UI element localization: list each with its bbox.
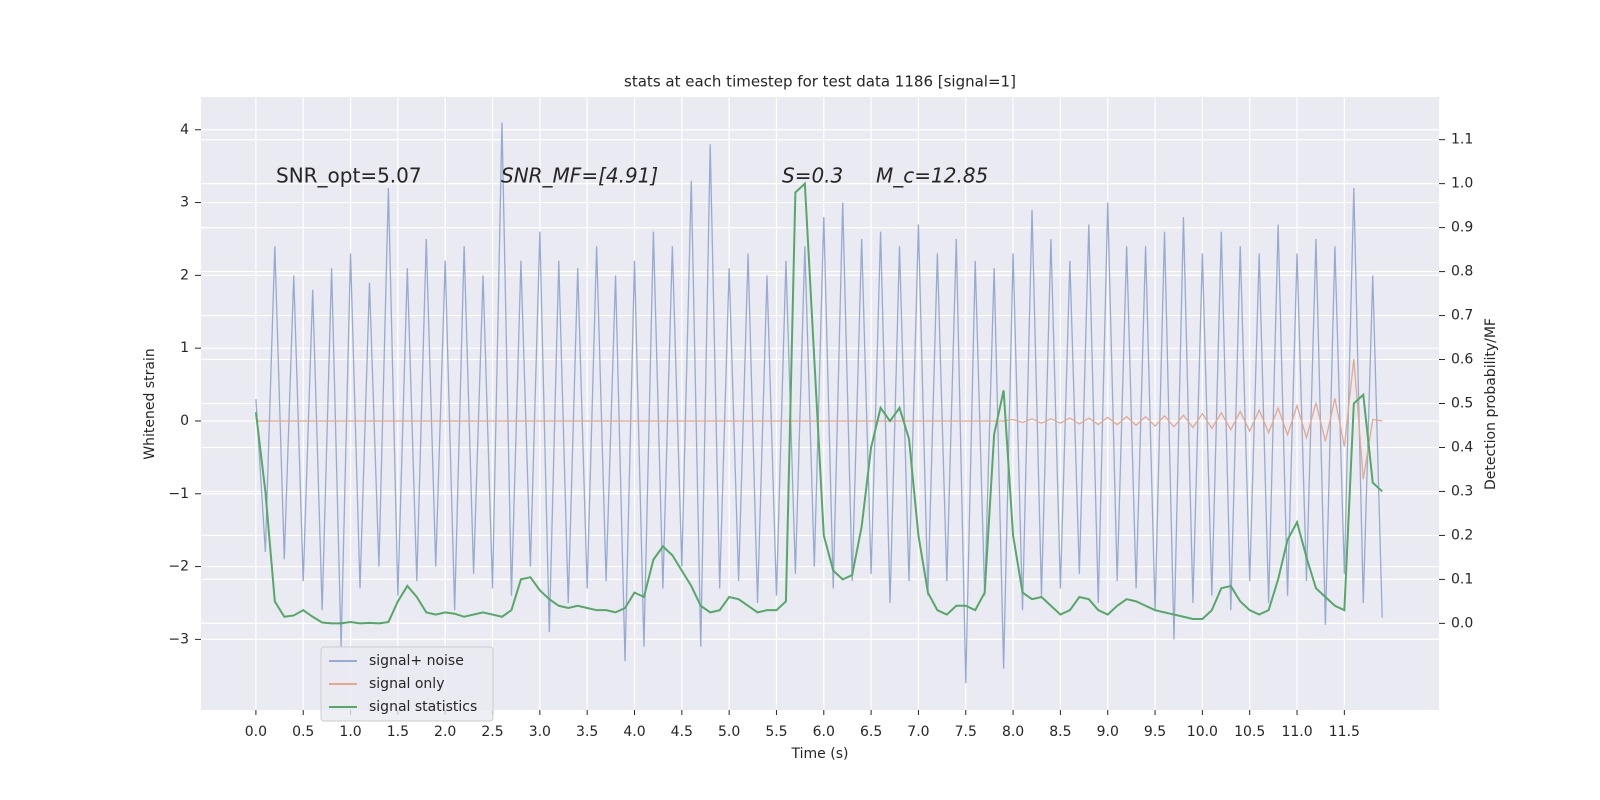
marks <box>254 122 1383 684</box>
x-tick-label: 10.0 <box>1187 724 1218 740</box>
series-line <box>254 181 1383 625</box>
x-tick-label: 2.0 <box>434 724 456 740</box>
series-line <box>255 122 1383 684</box>
y2-tick-label: 0.6 <box>1451 352 1473 368</box>
x-tick-label: 10.5 <box>1234 724 1265 740</box>
y-tick-label: −1 <box>168 486 189 502</box>
x-tick-label: 1.5 <box>387 724 409 740</box>
annotation: SNR_opt=5.07 <box>276 164 422 188</box>
legend-label: signal only <box>369 676 444 692</box>
y2-tick-label: 0.7 <box>1451 308 1473 324</box>
x-tick-label: 5.5 <box>765 724 787 740</box>
y-tick-label: −3 <box>168 631 189 647</box>
y-tick-label: 3 <box>180 195 189 211</box>
x-tick-label: 0.5 <box>292 724 314 740</box>
y2-tick-label: 0.4 <box>1451 439 1473 455</box>
legend-label: signal statistics <box>369 699 477 715</box>
x-tick-label: 1.0 <box>339 724 361 740</box>
y2-axis-label: Detection probability/MF <box>1483 318 1499 490</box>
x-axis-label: Time (s) <box>791 746 849 762</box>
annotation: S=0.3 <box>782 164 843 188</box>
y2-tick-label: 0.5 <box>1451 396 1473 412</box>
x-tick-label: 0.0 <box>245 724 267 740</box>
legend-label: signal+ noise <box>369 653 464 669</box>
x-tick-label: 7.0 <box>907 724 929 740</box>
x-tick-label: 4.0 <box>623 724 645 740</box>
x-tick-label: 11.0 <box>1281 724 1312 740</box>
y-tick-label: 0 <box>180 413 189 429</box>
x-tick-label: 2.5 <box>481 724 503 740</box>
y-tick-label: 2 <box>180 267 189 283</box>
x-tick-label: 9.0 <box>1097 724 1119 740</box>
x-tick-label: 11.5 <box>1329 724 1360 740</box>
x-tick-label: 5.0 <box>718 724 740 740</box>
x-tick-label: 7.5 <box>955 724 977 740</box>
y2-tick-label: 0.8 <box>1451 264 1473 280</box>
legend-box <box>320 646 494 722</box>
y2-tick-label: 0.0 <box>1451 615 1473 631</box>
y2-tick-label: 0.2 <box>1451 527 1473 543</box>
x-tick-label: 4.5 <box>671 724 693 740</box>
y2-tick-label: 0.9 <box>1451 220 1473 236</box>
y-tick-label: 4 <box>180 122 189 138</box>
x-tick-label: 6.0 <box>813 724 835 740</box>
x-tick-label: 8.5 <box>1049 724 1071 740</box>
x-tick-label: 9.5 <box>1144 724 1166 740</box>
y2-tick-label: 0.3 <box>1451 483 1473 499</box>
x-tick-label: 3.5 <box>576 724 598 740</box>
x-tick-label: 3.0 <box>529 724 551 740</box>
y2-tick-label: 1.0 <box>1451 176 1473 192</box>
y-tick-label: 1 <box>180 340 189 356</box>
y-tick-label: −2 <box>168 559 189 575</box>
x-tick-label: 8.0 <box>1002 724 1024 740</box>
x-tick-label: 6.5 <box>860 724 882 740</box>
y-axis-label: Whitened strain <box>142 348 158 459</box>
chart-title: stats at each timestep for test data 118… <box>624 73 1016 91</box>
annotation: SNR_MF=[4.91] <box>501 164 658 188</box>
y2-tick-label: 0.1 <box>1451 571 1473 587</box>
y2-tick-label: 1.1 <box>1451 132 1473 148</box>
series-line <box>255 359 1383 480</box>
annotation: M_c=12.85 <box>876 164 988 188</box>
